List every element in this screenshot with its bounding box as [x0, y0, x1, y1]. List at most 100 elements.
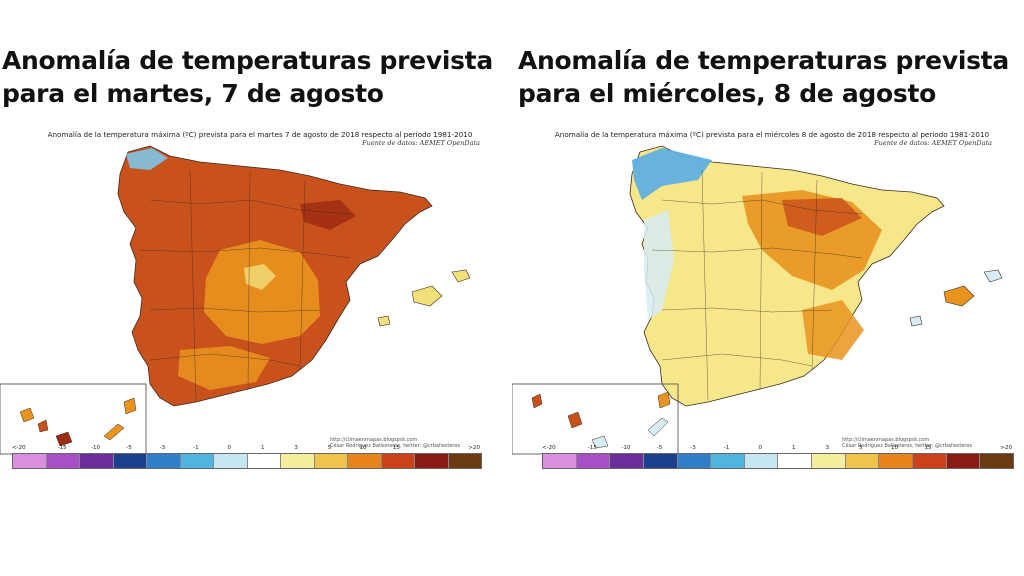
- anomaly-zone-south: [802, 300, 864, 360]
- headline: Anomalía de temperaturas prevista para e…: [518, 44, 1023, 110]
- legend-swatch: [13, 454, 47, 468]
- legend-label: 15: [392, 445, 400, 451]
- legend-swatch: [180, 454, 214, 468]
- legend-swatch: [80, 454, 114, 468]
- panel-miercoles: Anomalía de temperaturas prevista para e…: [512, 0, 1024, 576]
- province-borders: [651, 169, 863, 401]
- credit-author: César Rodríguez Ballesteros, twitter: @c…: [330, 443, 461, 449]
- canarias-island-2: [55, 431, 73, 447]
- anomaly-zone-south: [178, 346, 270, 390]
- legend-labels: <-20 -15 -10 -5 -3 -1 0 1 3 5 10 15 >20: [12, 445, 480, 458]
- mallorca-island: [411, 285, 443, 307]
- ibiza-island: [909, 315, 923, 327]
- legend-swatch: [543, 454, 577, 468]
- headline-line-1: Anomalía de temperaturas prevista: [2, 46, 493, 75]
- legend-label: -3: [159, 445, 166, 451]
- legend-swatch: [113, 454, 147, 468]
- legend-labels: <-20 -15 -10 -5 -3 -1 0 1 3 5 10 15 >20: [542, 445, 1012, 458]
- legend-label: 5: [327, 445, 332, 451]
- canarias-island-5: [123, 397, 137, 415]
- legend-swatch: [348, 454, 382, 468]
- legend-label: 0: [758, 445, 762, 451]
- legend-swatch: [610, 454, 644, 468]
- legend-swatch: [778, 454, 813, 468]
- legend-swatch: [913, 454, 947, 468]
- anomaly-zone-hot: [300, 200, 356, 230]
- legend-label: 1: [260, 445, 265, 451]
- legend-swatch: [415, 454, 449, 468]
- legend-label: <-20: [12, 445, 26, 451]
- legend-label: <-20: [542, 445, 556, 451]
- legend-label: -5: [656, 445, 663, 451]
- legend-swatch: [314, 454, 348, 468]
- map-title: Anomalía de la temperatura máxima (ºC) p…: [554, 130, 990, 139]
- legend-swatch: [247, 454, 281, 468]
- legend-label: -15: [57, 445, 67, 451]
- map-source: Fuente de datos: AEMET OpenData: [362, 139, 480, 147]
- menorca-island: [451, 269, 471, 283]
- map-credit: http://climaenmapas.blogspot.com César R…: [330, 437, 460, 449]
- legend-swatch: [744, 454, 779, 468]
- legend-label: -5: [126, 445, 132, 451]
- legend-swatch: [980, 454, 1013, 468]
- legend-swatch: [643, 454, 678, 468]
- province-borders: [139, 169, 351, 401]
- map-source: Fuente de datos: AEMET OpenData: [874, 139, 992, 147]
- anomaly-zone-mild: [644, 210, 674, 320]
- legend-label: 1: [792, 445, 796, 451]
- legend-swatch: [677, 454, 712, 468]
- legend-label: -1: [193, 445, 199, 451]
- credit-url: http://climaenmapas.blogspot.com: [842, 437, 930, 443]
- mallorca-island: [943, 285, 975, 307]
- color-legend: [542, 453, 1014, 469]
- ibiza-island: [377, 315, 391, 327]
- credit-author: César Rodríguez Ballesteros, twitter: @c…: [842, 443, 973, 449]
- legend-swatch: [147, 454, 181, 468]
- canarias-island-4: [647, 417, 669, 437]
- legend-label: -10: [91, 445, 101, 451]
- legend-label: -1: [723, 445, 730, 451]
- anomaly-zone-mild: [244, 264, 276, 290]
- legend-label: -3: [690, 445, 696, 451]
- canarias-island-3: [37, 419, 49, 433]
- canarias-island-4: [103, 423, 125, 441]
- legend-swatch: [946, 454, 981, 468]
- legend-swatch: [281, 454, 315, 468]
- legend-label: 0: [227, 445, 232, 451]
- canarias-island-1: [19, 407, 35, 423]
- legend-label: >20: [468, 445, 480, 451]
- legend-label: 10: [891, 445, 898, 451]
- canarias-island-5: [657, 391, 671, 409]
- headline-line-2: para el martes, 7 de agosto: [2, 79, 384, 108]
- peninsula-outline: [629, 145, 945, 407]
- legend-swatch: [381, 454, 415, 468]
- legend-swatch: [711, 454, 745, 468]
- anomaly-map: [512, 145, 1003, 455]
- anomaly-zone-hot: [782, 198, 862, 236]
- menorca-island: [983, 269, 1003, 283]
- headline-line-2: para el miércoles, 8 de agosto: [518, 79, 937, 108]
- legend-swatch: [812, 454, 846, 468]
- anomaly-zone-north-coast: [126, 148, 168, 170]
- headline-line-1: Anomalía de temperaturas prevista: [518, 46, 1009, 75]
- anomaly-zone-center: [204, 240, 320, 344]
- legend-label: 3: [825, 445, 830, 451]
- legend-label: -15: [587, 445, 597, 451]
- legend-label: 10: [359, 445, 367, 451]
- credit-url: http://climaenmapas.blogspot.com: [330, 437, 418, 443]
- legend-swatch: [46, 454, 80, 468]
- legend-label: 5: [859, 445, 863, 451]
- canarias-inset-frame: [0, 383, 147, 455]
- legend-swatch: [448, 454, 481, 468]
- legend-swatch: [576, 454, 611, 468]
- legend-label: 15: [924, 445, 932, 451]
- legend-label: >20: [1000, 445, 1012, 451]
- legend-label: 3: [294, 445, 298, 451]
- legend-swatch: [879, 454, 914, 468]
- legend-label: -10: [621, 445, 631, 451]
- panel-martes: Anomalía de temperaturas prevista para e…: [0, 46, 493, 469]
- canarias-island-1: [531, 393, 543, 409]
- canarias-island-3: [567, 411, 583, 429]
- map-title: Anomalía de la temperatura máxima (ºC) p…: [47, 130, 473, 139]
- map-credit: http://climaenmapas.blogspot.com César R…: [842, 437, 972, 449]
